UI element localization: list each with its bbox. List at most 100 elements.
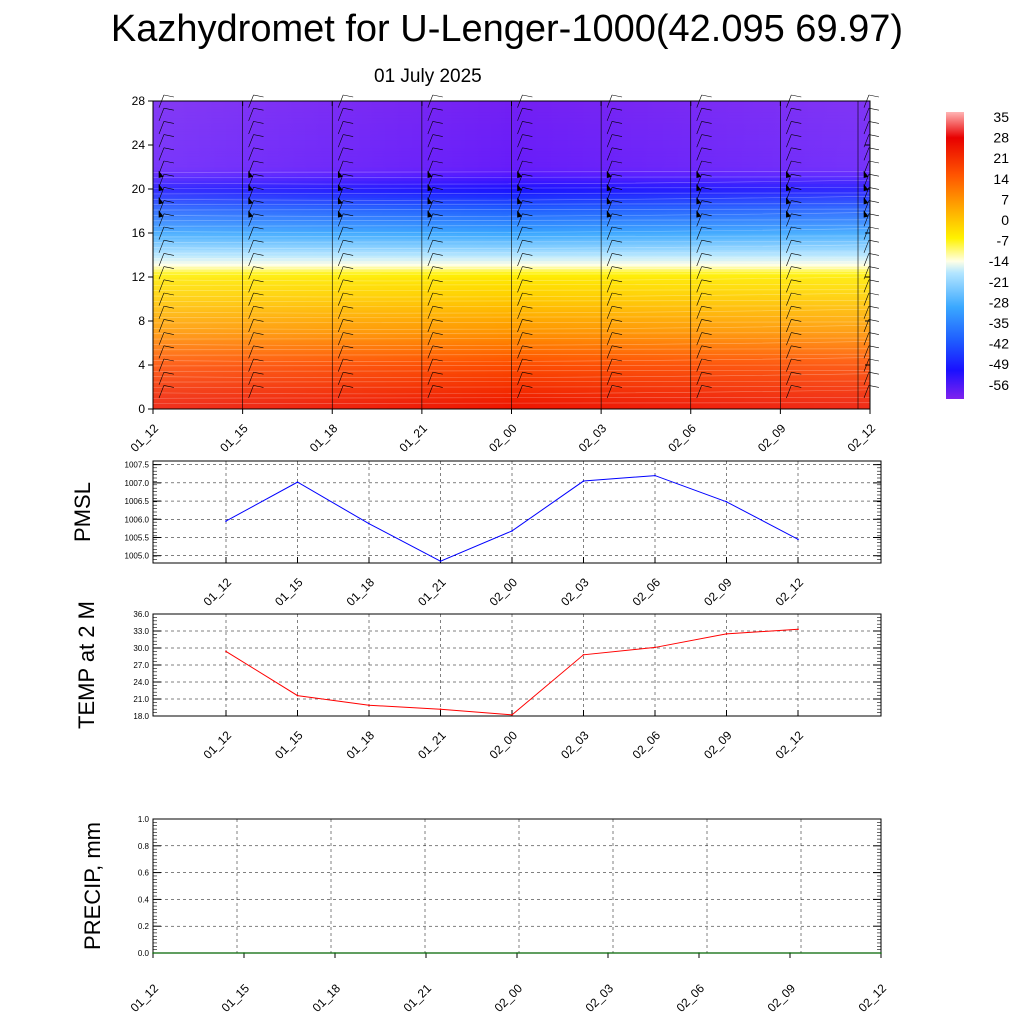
- precip-panel: 0.0 0.2 0.4 0.6 0.8 1.0 01_12 01_15 01_18 01_21 02…: [80, 815, 889, 1015]
- wind-barb-flag: [786, 183, 791, 192]
- wind-barb-flag: [606, 197, 612, 205]
- wind-barb-staff: [158, 385, 165, 399]
- wind-barb-feather: [343, 319, 354, 322]
- data-point: [698, 952, 700, 954]
- wind-barb-staff: [337, 292, 344, 306]
- wind-barb-feather: [611, 94, 623, 98]
- wind-barb-staff: [696, 266, 702, 280]
- wind-barb-feather: [163, 200, 174, 203]
- colorbar-label: 35: [993, 109, 1009, 125]
- y-tick-label: 1007.5: [125, 461, 150, 470]
- wind-barb-staff: [786, 266, 792, 280]
- wind-barb-feather: [791, 345, 802, 349]
- y-tick-label: 24.0: [133, 678, 149, 687]
- wind-barb-flag: [248, 210, 254, 218]
- y-axis-title: PRECIP, mm: [80, 822, 105, 950]
- wind-barb-flag: [517, 170, 523, 178]
- wind-barb-feather: [253, 345, 264, 349]
- wind-barb-staff: [696, 279, 702, 293]
- wind-barb-staff: [337, 134, 344, 148]
- wind-barb-staff: [863, 292, 870, 306]
- wind-barb-staff: [863, 108, 870, 121]
- wind-barb-feather: [868, 239, 879, 243]
- x-tick-label: 01_12: [201, 575, 235, 609]
- wind-barb-staff: [158, 147, 165, 161]
- wind-barb-feather: [791, 213, 802, 217]
- wind-barb-flag: [158, 170, 164, 178]
- wind-barb-feather: [701, 147, 712, 151]
- wind-barb-staff: [517, 147, 523, 161]
- wind-barb-feather: [253, 134, 264, 137]
- wind-barb-feather: [163, 319, 174, 322]
- wind-barb-feather: [522, 358, 533, 362]
- wind-barb-feather: [868, 279, 879, 283]
- wind-barb-staff: [158, 160, 165, 174]
- x-tick-label: 01_15: [219, 981, 253, 1015]
- colorbar-label: -56: [989, 377, 1009, 393]
- x-tick-label: 01_18: [310, 981, 344, 1015]
- colorbar-label: 0: [1001, 212, 1009, 228]
- wind-barb-feather: [611, 173, 623, 177]
- wind-barb-feather: [701, 121, 712, 124]
- wind-barb-feather: [343, 385, 354, 388]
- wind-barb-staff: [863, 306, 870, 319]
- data-point: [797, 538, 799, 541]
- wind-barb-feather: [343, 200, 354, 203]
- data-point: [225, 650, 227, 653]
- wind-barb-staff: [696, 358, 702, 372]
- data-point: [425, 952, 427, 954]
- wind-barb-staff: [863, 121, 870, 135]
- x-tick-label: 02_00: [492, 981, 526, 1015]
- data-point: [582, 654, 585, 656]
- wind-barb-staff: [248, 292, 254, 306]
- wind-barb-feather: [611, 345, 623, 349]
- y-tick-label: 36.0: [133, 610, 149, 619]
- wind-barb-staff: [696, 160, 702, 174]
- wind-barb-staff: [337, 358, 344, 372]
- wind-barb-feather: [432, 160, 443, 164]
- wind-barb-feather: [163, 187, 174, 190]
- wind-barb-staff: [427, 108, 434, 121]
- wind-barb-feather: [611, 292, 623, 296]
- x-tick-label: 02_03: [576, 421, 610, 455]
- wind-barb-feather: [432, 107, 443, 111]
- data-point: [797, 628, 799, 631]
- wind-barb-feather: [163, 345, 174, 349]
- wind-barb-feather: [253, 226, 264, 230]
- data-point: [296, 481, 299, 483]
- x-tick-label: 02_09: [701, 728, 735, 762]
- x-tick-label: 02_09: [701, 575, 735, 609]
- wind-barb-feather: [432, 134, 443, 137]
- wind-barb-feather: [163, 371, 174, 375]
- wind-barb-feather: [432, 266, 443, 269]
- wind-barb-feather: [343, 266, 354, 269]
- wind-barb-feather: [253, 358, 264, 362]
- wind-barb-staff: [427, 160, 434, 174]
- y-tick-label: 0.4: [138, 895, 150, 904]
- wind-barb-staff: [863, 385, 870, 399]
- wind-barb-feather: [343, 134, 354, 137]
- wind-barb-staff: [517, 372, 523, 385]
- x-tick-label: 02_03: [558, 575, 592, 609]
- data-point: [368, 704, 370, 707]
- wind-barb-staff: [863, 372, 870, 385]
- wind-barb-staff: [337, 240, 344, 253]
- wind-barb-staff: [337, 306, 344, 319]
- wind-barb-feather: [611, 200, 623, 203]
- wind-barb-feather: [253, 385, 264, 388]
- wind-barb-feather: [611, 332, 623, 335]
- wind-barb-feather: [343, 239, 354, 243]
- wind-barb-feather: [791, 200, 802, 203]
- wind-barb-staff: [427, 332, 434, 346]
- wind-barb-feather: [432, 187, 443, 190]
- wind-barb-feather: [522, 345, 533, 349]
- wind-barb-staff: [696, 121, 702, 135]
- wind-barb-flag: [158, 210, 164, 218]
- wind-barb-feather: [253, 213, 264, 217]
- wind-barb-feather: [253, 266, 264, 269]
- wind-barb-flag: [248, 197, 254, 205]
- wind-barb-staff: [696, 372, 702, 385]
- wind-barb-staff: [606, 345, 613, 359]
- wind-barb-feather: [522, 319, 533, 322]
- wind-barb-staff: [786, 121, 792, 135]
